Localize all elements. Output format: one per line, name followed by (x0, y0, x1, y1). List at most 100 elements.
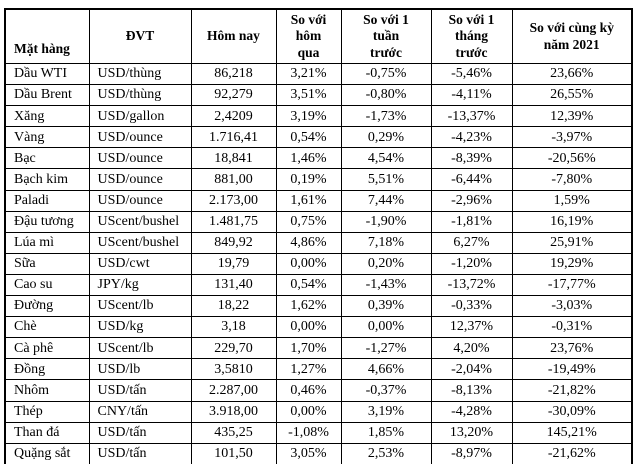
cell-vs-yesterday: -1,08% (275, 421, 342, 444)
cell-name: Bạch kim (4, 168, 90, 191)
cell-unit: USD/thùng (88, 62, 192, 86)
cell-vs-week: 7,44% (340, 189, 432, 212)
table-row: Chè USD/kg 3,18 0,00% 0,00% 12,37% -0,31% (4, 316, 633, 339)
cell-vs-2021: -0,31% (511, 316, 633, 339)
cell-vs-yesterday: 3,51% (275, 84, 342, 107)
header-cell-vs-week: So với 1 tuần trước (340, 8, 432, 64)
table-row: Đậu tương UScent/bushel 1.481,75 0,75% -1,90… (4, 210, 633, 233)
cell-vs-month: -2,96% (430, 189, 513, 212)
cell-name: Dầu WTI (4, 62, 90, 86)
header-cell-unit: ĐVT (88, 8, 192, 64)
cell-vs-2021: 19,29% (511, 252, 633, 275)
cell-today: 2.287,00 (190, 379, 277, 402)
cell-vs-2021: -7,80% (511, 168, 633, 191)
cell-name: Lúa mì (4, 231, 90, 254)
table-row: Bạch kim USD/ounce 881,00 0,19% 5,51% -6,44% -… (4, 168, 633, 191)
cell-vs-month: -5,46% (430, 62, 513, 86)
cell-name: Vàng (4, 126, 90, 149)
cell-unit: USD/lb (88, 358, 192, 381)
table-row: Quặng sắt USD/tấn 101,50 3,05% 2,53% -8,97% -2… (4, 442, 633, 464)
cell-today: 2,4209 (190, 105, 277, 128)
cell-unit: UScent/bushel (88, 231, 192, 254)
cell-vs-yesterday: 4,86% (275, 231, 342, 254)
cell-unit: CNY/tấn (88, 400, 192, 423)
cell-vs-2021: 23,66% (511, 62, 633, 86)
cell-vs-month: 12,37% (430, 316, 513, 339)
cell-unit: USD/thùng (88, 84, 192, 107)
cell-vs-month: -1,20% (430, 252, 513, 275)
cell-vs-2021: 23,76% (511, 337, 633, 360)
table-row: Sữa USD/cwt 19,79 0,00% 0,20% -1,20% 19,29% (4, 252, 633, 275)
cell-vs-2021: 16,19% (511, 210, 633, 233)
cell-vs-week: -1,43% (340, 273, 432, 297)
cell-vs-week: -0,37% (340, 379, 432, 402)
cell-unit: USD/cwt (88, 252, 192, 275)
cell-today: 2.173,00 (190, 189, 277, 212)
cell-vs-2021: -21,82% (511, 379, 633, 402)
cell-vs-week: 3,19% (340, 400, 432, 423)
table-row: Lúa mì UScent/bushel 849,92 4,86% 7,18% 6,27%… (4, 231, 633, 254)
cell-unit: USD/ounce (88, 189, 192, 212)
table-row: Xăng USD/gallon 2,4209 3,19% -1,73% -13,37% 12… (4, 105, 633, 128)
table-row: Dầu WTI USD/thùng 86,218 3,21% -0,75% -5,46% 2… (4, 62, 633, 86)
cell-unit: UScent/lb (88, 295, 192, 318)
cell-vs-month: -8,13% (430, 379, 513, 402)
cell-vs-month: 6,27% (430, 231, 513, 254)
cell-unit: USD/kg (88, 316, 192, 339)
cell-unit: USD/tấn (88, 421, 192, 444)
cell-vs-month: 13,20% (430, 421, 513, 444)
table-row: Bạc USD/ounce 18,841 1,46% 4,54% -8,39% -20,56… (4, 147, 633, 170)
cell-vs-yesterday: 0,00% (275, 400, 342, 423)
cell-name: Đậu tương (4, 210, 90, 233)
cell-today: 229,70 (190, 337, 277, 360)
cell-vs-month: -4,23% (430, 126, 513, 149)
cell-unit: USD/ounce (88, 147, 192, 170)
cell-vs-month: -0,33% (430, 295, 513, 318)
cell-name: Sữa (4, 252, 90, 275)
cell-name: Đồng (4, 358, 90, 381)
cell-today: 92,279 (190, 84, 277, 107)
cell-name: Paladi (4, 189, 90, 212)
cell-vs-month: 4,20% (430, 337, 513, 360)
cell-vs-week: -1,90% (340, 210, 432, 233)
table-row: Cà phê UScent/lb 229,70 1,70% -1,27% 4,20% 23,… (4, 337, 633, 360)
header-cell-vs-month: So với 1 tháng trước (430, 8, 513, 64)
cell-name: Dầu Brent (4, 84, 90, 107)
cell-today: 101,50 (190, 442, 277, 464)
cell-vs-2021: -19,49% (511, 358, 633, 381)
cell-unit: USD/ounce (88, 126, 192, 149)
cell-vs-month: -2,04% (430, 358, 513, 381)
table-header-row: Mặt hàng ĐVT Hôm nay So với hôm qua So v… (4, 8, 633, 64)
cell-today: 1.481,75 (190, 210, 277, 233)
cell-vs-2021: 25,91% (511, 231, 633, 254)
cell-vs-month: -8,39% (430, 147, 513, 170)
cell-vs-month: -8,97% (430, 442, 513, 464)
cell-vs-month: -1,81% (430, 210, 513, 233)
cell-name: Nhôm (4, 379, 90, 402)
cell-vs-yesterday: 1,61% (275, 189, 342, 212)
cell-vs-2021: 1,59% (511, 189, 633, 212)
cell-vs-yesterday: 0,00% (275, 252, 342, 275)
header-cell-commodity: Mặt hàng (4, 8, 90, 64)
cell-name: Cao su (4, 273, 90, 297)
cell-vs-yesterday: 0,54% (275, 273, 342, 297)
table-row: Thép CNY/tấn 3.918,00 0,00% 3,19% -4,28% -30,0… (4, 400, 633, 423)
cell-today: 19,79 (190, 252, 277, 275)
cell-vs-month: -4,11% (430, 84, 513, 107)
cell-vs-week: 0,29% (340, 126, 432, 149)
cell-unit: JPY/kg (88, 273, 192, 297)
cell-name: Chè (4, 316, 90, 339)
cell-today: 131,40 (190, 273, 277, 297)
cell-vs-week: 0,00% (340, 316, 432, 339)
cell-vs-week: -1,27% (340, 337, 432, 360)
cell-today: 18,22 (190, 295, 277, 318)
cell-vs-2021: -30,09% (511, 400, 633, 423)
cell-vs-week: 0,20% (340, 252, 432, 275)
table-row: Đường UScent/lb 18,22 1,62% 0,39% -0,33% -3,03… (4, 295, 633, 318)
cell-vs-week: -0,75% (340, 62, 432, 86)
cell-vs-week: 4,66% (340, 358, 432, 381)
cell-vs-week: -0,80% (340, 84, 432, 107)
cell-vs-week: 7,18% (340, 231, 432, 254)
cell-vs-month: -13,72% (430, 273, 513, 297)
cell-name: Than đá (4, 421, 90, 444)
